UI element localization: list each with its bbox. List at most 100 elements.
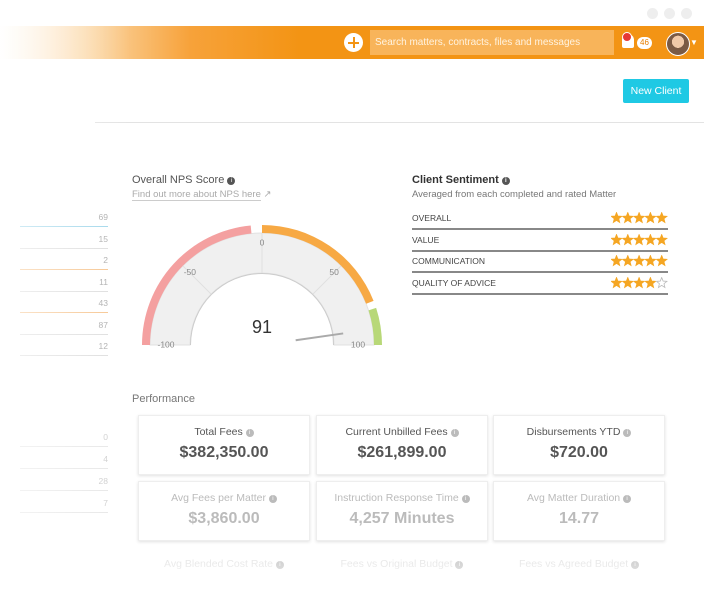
star-rating: [611, 233, 668, 245]
metric-label-text: Fees vs Original Budget: [340, 558, 453, 570]
metric-card: Total Fees i $382,350.00: [138, 415, 310, 475]
notification-count: 46: [637, 37, 652, 49]
info-icon[interactable]: i: [461, 495, 470, 503]
window-dot: [681, 8, 692, 19]
info-icon[interactable]: i: [245, 429, 254, 437]
metric-value: 14.77: [558, 510, 600, 527]
side-value: 0: [20, 432, 108, 447]
side-value: 28: [20, 476, 108, 491]
metric-label-text: Total Fees: [194, 426, 243, 438]
window-dot: [664, 8, 675, 19]
star: [655, 276, 668, 288]
metric-value: 4,257 Minutes: [349, 510, 455, 527]
sentiment-title: Client Sentiment i: [412, 174, 510, 186]
nps-title-text: Overall NPS Score: [132, 174, 225, 186]
info-icon[interactable]: i: [455, 561, 464, 569]
metric-card: Instruction Response Time i 4,257 Minutes: [316, 481, 488, 541]
nps-link[interactable]: Find out more about NPS here ↗: [132, 189, 272, 201]
metric-label: Fees vs Original Budget i: [317, 558, 487, 570]
metric-value: $382,350.00: [179, 444, 269, 461]
star: [644, 276, 657, 288]
performance-title: Performance: [132, 393, 195, 405]
side-value: 7: [20, 498, 108, 513]
star-rating: [611, 255, 668, 267]
side-value: 87: [20, 320, 108, 335]
metric-label-text: Fees vs Agreed Budget: [518, 558, 629, 570]
info-icon[interactable]: i: [275, 561, 284, 569]
gauge-needle: [295, 332, 344, 342]
metric-label-text: Avg Fees per Matter: [171, 492, 266, 504]
metric-card: Fees vs Agreed Budget i: [493, 547, 665, 607]
metric-label: Current Unbilled Fees i: [317, 426, 487, 438]
nps-link-text[interactable]: Find out more about NPS here: [132, 189, 261, 201]
info-icon[interactable]: i: [631, 561, 640, 569]
star: [644, 255, 657, 267]
app-screen: {"header": {"search_placeholder": "Searc…: [0, 0, 704, 593]
side-value: 4: [20, 454, 108, 469]
sentiment-subtitle: Averaged from each completed and rated M…: [412, 189, 617, 200]
gauge-tick-label: -100: [157, 339, 174, 349]
gauge-band: [262, 225, 374, 304]
star-rating: [611, 212, 668, 224]
gauge-tick-label: 100: [351, 339, 365, 349]
star: [632, 233, 646, 245]
star: [655, 255, 668, 267]
search-box[interactable]: Search matters, contracts, files and mes…: [370, 30, 614, 55]
info-icon[interactable]: i: [268, 495, 277, 503]
metric-card: Fees vs Original Budget i: [316, 547, 488, 607]
star: [644, 233, 657, 245]
gauge-tick: [182, 265, 212, 295]
metric-label-text: Current Unbilled Fees: [345, 426, 448, 438]
star: [644, 212, 657, 224]
star: [621, 276, 635, 288]
notification-dot: [622, 32, 632, 42]
nps-gauge: -100 -50 0 50 100 91: [142, 225, 382, 349]
metric-value: $3,860.00: [188, 510, 260, 527]
metric-label: Fees vs Agreed Budget i: [494, 558, 664, 570]
sentiment-row: OVERALL: [412, 208, 668, 230]
sentiment-label: OVERALL: [412, 213, 452, 223]
user-avatar[interactable]: [666, 32, 690, 56]
add-button[interactable]: [344, 33, 363, 52]
metric-card: Disbursements YTD i $720.00: [493, 415, 665, 475]
metric-label-text: Avg Matter Duration: [526, 492, 621, 504]
star: [632, 212, 646, 224]
star: [621, 233, 635, 245]
star: [611, 276, 623, 288]
sentiment-label: QUALITY OF ADVICE: [412, 277, 496, 288]
gauge-band: [368, 307, 382, 345]
metric-label: Avg Matter Duration i: [494, 492, 664, 504]
sentiment-row: COMMUNICATION: [412, 251, 668, 273]
info-icon[interactable]: i: [501, 177, 510, 185]
metric-card: Avg Fees per Matter i $3,860.00: [138, 481, 310, 541]
info-icon[interactable]: i: [227, 177, 236, 185]
star: [655, 212, 668, 224]
star: [655, 233, 668, 245]
star: [621, 212, 635, 224]
metric-label-text: Disbursements YTD: [526, 426, 621, 438]
info-icon[interactable]: i: [623, 495, 632, 503]
star: [632, 276, 646, 288]
metric-label: Total Fees i: [139, 426, 309, 438]
divider: [95, 122, 704, 123]
gauge-tick-label: 50: [329, 267, 339, 277]
side-value: 43: [20, 298, 108, 313]
metric-label: Instruction Response Time i: [317, 492, 487, 504]
sentiment-row: VALUE: [412, 230, 668, 252]
star-rating: [611, 276, 668, 288]
metric-label: Avg Blended Cost Rate i: [139, 558, 309, 570]
sentiment-label: VALUE: [412, 234, 440, 245]
side-value: 15: [20, 234, 108, 249]
info-icon[interactable]: i: [450, 429, 459, 437]
user-menu-caret[interactable]: ▼: [690, 38, 698, 47]
side-value: 2: [20, 255, 108, 270]
sentiment-row: QUALITY OF ADVICE: [412, 273, 668, 295]
star: [611, 255, 623, 267]
sentiment-title-text: Client Sentiment: [412, 174, 499, 186]
star: [611, 212, 623, 224]
new-client-button[interactable]: New Client: [623, 79, 689, 103]
metric-card: Avg Matter Duration i 14.77: [493, 481, 665, 541]
info-icon[interactable]: i: [623, 429, 632, 437]
metric-card: Current Unbilled Fees i $261,899.00: [316, 415, 488, 475]
side-value: 69: [20, 212, 108, 227]
